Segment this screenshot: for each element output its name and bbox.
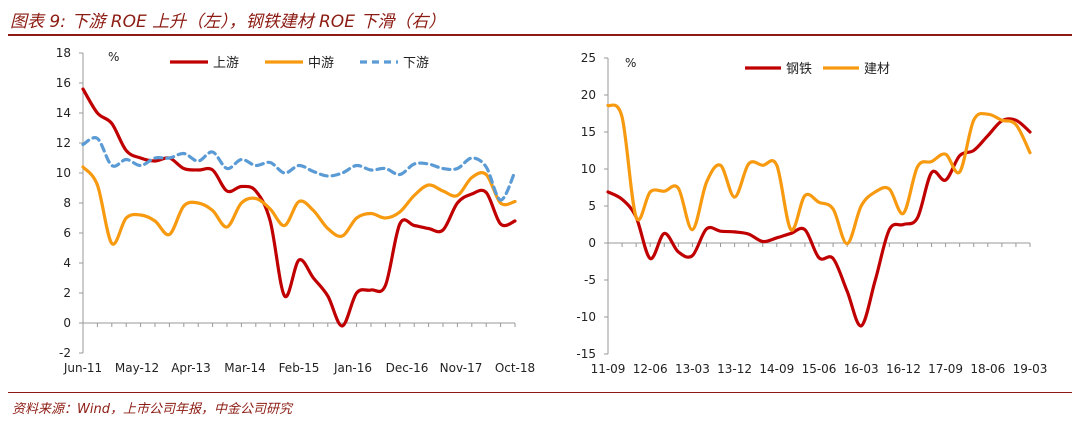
- chart2-y-tick-label: 5: [588, 199, 596, 213]
- chart2-x-tick-label: 13-12: [717, 362, 752, 376]
- chart1-legend-label-3: 下游: [403, 56, 429, 71]
- chart2-x-tick-label: 18-06: [970, 362, 1005, 376]
- chart1-x-tick-label: Apr-13: [171, 361, 211, 375]
- chart2-series-line-2: [606, 103, 1032, 246]
- chart2-x-tick-label: 12-06: [633, 362, 668, 376]
- chart2-x-tick-label: 16-12: [886, 362, 921, 376]
- chart1-x-tick-label: Jan-16: [333, 361, 372, 375]
- chart1-y-tick-label: 8: [63, 196, 71, 210]
- title-rule: [8, 34, 1072, 36]
- chart1-series-line-1: [81, 87, 517, 328]
- chart1-y-tick-label: 18: [56, 46, 71, 60]
- source-note: 资料来源：Wind，上市公司年报，中金公司研究: [12, 402, 292, 417]
- chart1-y-tick-label: 12: [56, 136, 71, 150]
- chart2-y-tick-label: -10: [576, 310, 596, 324]
- chart1-y-tick-label: 2: [63, 286, 71, 300]
- chart1-x-tick-label: Feb-15: [279, 361, 320, 375]
- chart2-y-tick-label: 25: [581, 51, 596, 65]
- chart2-y-tick-label: -15: [576, 347, 596, 361]
- chart2-legend-label-1: 钢铁: [786, 62, 812, 77]
- chart1-x-tick-label: Nov-17: [440, 361, 483, 375]
- chart2-x-tick-label: 15-06: [802, 362, 837, 376]
- chart1-y-tick-label: 16: [56, 76, 71, 90]
- chart2-x-tick-label: 16-03: [844, 362, 879, 376]
- chart2-x-tick-label: 14-09: [759, 362, 794, 376]
- chart1-y-tick-label: 14: [56, 106, 71, 120]
- chart1-y-tick-label: -2: [59, 346, 71, 360]
- chart1-x-tick-label: May-12: [115, 361, 159, 375]
- chart2-unit-label: %: [625, 56, 636, 70]
- source-rule: [8, 392, 1072, 393]
- chart2-x-tick-label: 13-03: [675, 362, 710, 376]
- chart1-unit-label: %: [108, 50, 119, 64]
- chart1-x-tick-label: Mar-14: [224, 361, 265, 375]
- chart1-y-tick-label: 6: [63, 226, 71, 240]
- chart1-x-tick-label: Oct-18: [495, 361, 535, 375]
- chart1-x-tick-label: Jun-11: [63, 361, 102, 375]
- chart2-x-tick-label: 11-09: [591, 362, 626, 376]
- chart1-y-tick-label: 0: [63, 316, 71, 330]
- chart2-x-tick-label: 17-09: [928, 362, 963, 376]
- chart2-y-tick-label: 0: [588, 236, 596, 250]
- chart1-series-line-2: [81, 165, 517, 246]
- figure-title: 图表 9: 下游 ROE 上升（左），钢铁建材 ROE 下滑（右）: [10, 12, 446, 32]
- chart1-y-tick-label: 4: [63, 256, 71, 270]
- chart1-x-tick-label: Dec-16: [386, 361, 429, 375]
- chart1-legend-label-2: 中游: [308, 56, 334, 71]
- chart1-y-tick-label: 10: [56, 166, 71, 180]
- chart2-series-line-1: [606, 117, 1032, 328]
- chart2-legend-label-2: 建材: [864, 62, 890, 77]
- chart1-legend-label-1: 上游: [213, 56, 239, 71]
- chart2-y-tick-label: 10: [581, 162, 596, 176]
- chart2-x-tick-label: 19-03: [1013, 362, 1048, 376]
- chart2-y-tick-label: 20: [581, 88, 596, 102]
- chart2-y-tick-label: 15: [581, 125, 596, 139]
- chart2-y-tick-label: -5: [584, 273, 596, 287]
- chart1-series-line-3: [81, 136, 517, 202]
